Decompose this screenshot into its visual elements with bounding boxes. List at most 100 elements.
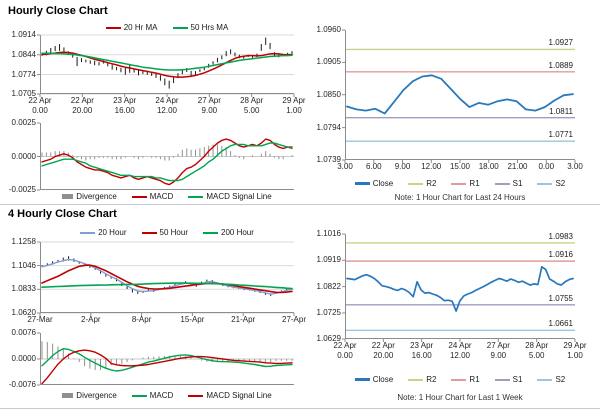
legend-item: MACD xyxy=(131,391,173,400)
y-axis-labels: 1.0914 1.0844 1.0774 1.0705 xyxy=(6,30,40,98)
legend-label: 20 Hour xyxy=(98,228,127,237)
macd-signal-line-swatch xyxy=(188,195,204,198)
50-hrs-ma-swatch xyxy=(172,26,188,29)
fourhourly-macd-legend: Divergence MACD MACD Signal Line xyxy=(40,391,294,400)
pivot-value-R2: 1.0983 xyxy=(548,231,573,241)
y-axis-labels: 1.1016 1.0919 1.0822 1.0725 1.0629 xyxy=(311,229,345,343)
legend-label: R1 xyxy=(469,375,480,384)
y-tick-label: 1.0629 xyxy=(316,334,341,343)
pivot-value-R2: 1.0927 xyxy=(548,38,573,48)
plot-area: 1.0927 1.0889 1.0811 1.0771 xyxy=(342,29,576,163)
y-axis-labels: 0.0025 0.0000 -0.0025 xyxy=(6,118,40,194)
x-tick-label: 28 Apr 5.00 xyxy=(240,96,264,115)
legend-item: S1 xyxy=(494,375,522,384)
legend-item: S2 xyxy=(537,179,565,188)
y-tick-label: 1.0850 xyxy=(316,89,341,99)
macd-signal-line-swatch xyxy=(188,394,204,397)
s1-swatch xyxy=(494,182,510,185)
x-tick-label: 27 Apr 9.00 xyxy=(486,341,510,360)
legend-item: S2 xyxy=(537,375,565,384)
fourhourly-pivot-legend: Close R2 R1 S1 S2 xyxy=(345,375,575,384)
s2-swatch xyxy=(537,182,553,185)
pivot-value-S1: 1.0755 xyxy=(548,293,573,303)
close-swatch xyxy=(354,182,370,185)
chart-canvas xyxy=(37,34,295,97)
fourhourly-pivot-note: Note: 1 Hour Chart for Last 1 Week xyxy=(397,393,523,402)
pivot-value-R1: 1.0889 xyxy=(548,60,573,70)
y-tick-label: 0.0076 xyxy=(11,328,36,337)
fourhourly-price-chart: 1.1258 1.1046 1.0833 1.0620 27-Mar 2-Apr 8-Ap… xyxy=(6,237,306,327)
chart-canvas xyxy=(37,241,295,316)
legend-label: S1 xyxy=(512,179,523,188)
x-tick-label: 22 Apr 0.00 xyxy=(333,341,357,360)
legend-item: Divergence xyxy=(62,391,117,400)
legend-label: S2 xyxy=(555,375,566,384)
x-tick-label: 27 Apr 9.00 xyxy=(197,96,221,115)
x-tick-label: 22 Apr 20.00 xyxy=(371,341,395,360)
r1-swatch xyxy=(451,378,467,381)
y-tick-label: 1.0914 xyxy=(11,30,36,39)
y-tick-label: 1.0725 xyxy=(316,307,341,317)
legend-item: R1 xyxy=(451,375,480,384)
x-tick-label: 0.00 xyxy=(538,162,555,171)
macd-swatch xyxy=(131,394,147,397)
y-tick-label: 0.0000 xyxy=(11,354,36,363)
y-tick-label: 1.0905 xyxy=(316,57,341,67)
fourhourly-macd-chart: 0.0076 0.0000 -0.0076 xyxy=(6,328,294,389)
y-tick-label: 1.1258 xyxy=(11,237,36,246)
x-tick-label: 15.00 xyxy=(449,162,471,171)
section-divider xyxy=(0,204,600,205)
x-tick-label: 21.00 xyxy=(507,162,528,171)
legend-label: 50 Hour xyxy=(159,228,188,237)
plot-area xyxy=(37,122,294,191)
pivot-value-S2: 1.0661 xyxy=(548,319,573,329)
chart-canvas xyxy=(342,233,576,342)
r1-swatch xyxy=(451,182,467,185)
fourhourly-pivot-chart: 1.1016 1.0919 1.0822 1.0725 1.0629 1.0983 1.0… xyxy=(311,229,587,365)
x-axis-labels: 22 Apr 0.00 22 Apr 20.00 23 Apr 16.00 24 Apr 12… xyxy=(28,94,305,118)
bottom-divider xyxy=(0,408,600,409)
s1-swatch xyxy=(494,378,510,381)
50-hour-swatch xyxy=(141,231,157,234)
close-swatch xyxy=(354,378,370,381)
legend-item: 50 Hrs MA xyxy=(172,23,228,32)
legend-item: MACD Signal Line xyxy=(188,391,272,400)
chart-canvas xyxy=(37,122,294,191)
x-tick-label: 23 Apr 16.00 xyxy=(113,96,137,115)
y-axis-labels: 1.0960 1.0905 1.0850 1.0794 1.0739 xyxy=(311,25,345,164)
legend-label: R1 xyxy=(469,179,480,188)
r2-swatch xyxy=(408,182,424,185)
y-tick-label: 1.0620 xyxy=(11,308,36,317)
legend-label: MACD xyxy=(149,192,174,201)
y-tick-label: 1.0960 xyxy=(316,25,341,34)
legend-item: 20 Hr MA xyxy=(105,23,158,32)
y-tick-label: 0.0000 xyxy=(11,151,36,161)
y-tick-label: 1.0919 xyxy=(316,255,341,265)
fourhourly-section-title: 4 Hourly Close Chart xyxy=(8,208,117,220)
y-tick-label: 1.0774 xyxy=(11,69,36,79)
hourly-price-legend: 20 Hr MA 50 Hrs MA xyxy=(40,23,294,32)
divergence-swatch xyxy=(62,194,74,199)
legend-item: Close xyxy=(354,179,393,188)
s2-swatch xyxy=(537,378,553,381)
legend-item: 200 Hour xyxy=(203,228,254,237)
legend-item: R2 xyxy=(408,179,436,188)
y-tick-label: 1.0822 xyxy=(316,281,341,291)
x-axis-labels: 27-Mar 2-Apr 8-Apr 15-Apr 21-Apr 27-Apr xyxy=(27,313,306,327)
y-axis-labels: 1.1258 1.1046 1.0833 1.0620 xyxy=(6,237,40,317)
legend-item: Divergence xyxy=(62,192,117,201)
y-tick-label: 1.0705 xyxy=(11,89,36,98)
x-tick-label: 21-Apr xyxy=(231,315,256,324)
x-tick-label: 12.00 xyxy=(421,162,442,171)
legend-item: R1 xyxy=(451,179,480,188)
200-hour-swatch xyxy=(203,231,218,234)
plot-area xyxy=(37,241,295,316)
legend-label: Divergence xyxy=(76,192,117,201)
legend-item: 20 Hour xyxy=(80,228,127,237)
legend-label: R2 xyxy=(426,179,437,188)
legend-item: Close xyxy=(354,375,393,384)
y-tick-label: -0.0025 xyxy=(8,185,36,194)
legend-label: MACD Signal Line xyxy=(206,391,272,400)
x-axis-labels: 22 Apr 0.00 22 Apr 20.00 23 Apr 16.00 24 Apr 12… xyxy=(333,339,586,365)
